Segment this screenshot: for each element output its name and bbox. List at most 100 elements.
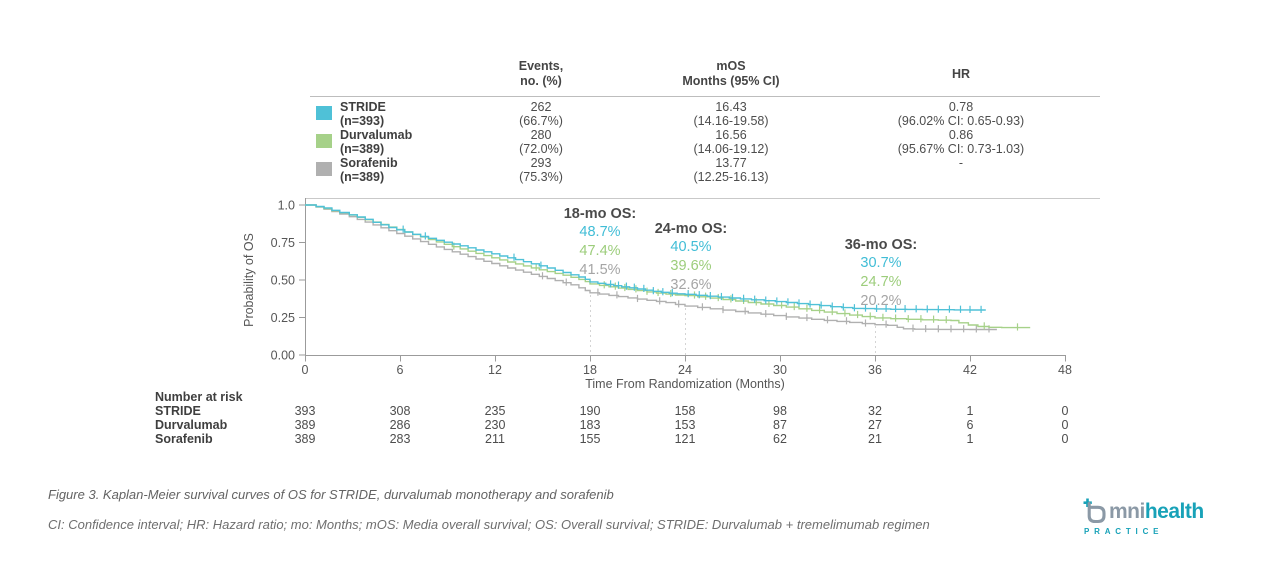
at-risk-row-label: Sorafenib bbox=[155, 432, 213, 446]
x-tick-label: 24 bbox=[678, 363, 692, 377]
landmark-36mo: 36-mo OS: 30.7% 24.7% 20.2% bbox=[845, 236, 918, 311]
summary-row-name: STRIDE (n=393) bbox=[310, 100, 442, 128]
landmark-18mo: 18-mo OS: 48.7% 47.4% 41.5% bbox=[564, 205, 637, 280]
landmark-value-durvalumab: 47.4% bbox=[579, 243, 621, 259]
mos-column-header: mOS Months (95% CI) bbox=[682, 59, 780, 88]
x-axis-label: Time From Randomization (Months) bbox=[585, 377, 785, 391]
events-pct: (75.3%) bbox=[519, 170, 563, 184]
at-risk-count: 389 bbox=[294, 418, 316, 432]
hr-value: 0.86 bbox=[948, 128, 974, 142]
hr-value: 0.78 bbox=[948, 100, 974, 114]
summary-row-hr: 0.78 (96.02% CI: 0.65-0.93) bbox=[822, 100, 1100, 128]
landmark-value-durvalumab: 39.6% bbox=[670, 258, 712, 274]
at-risk-count: 389 bbox=[294, 432, 316, 446]
number-at-risk-title: Number at risk bbox=[155, 390, 243, 404]
landmark-value-durvalumab: 24.7% bbox=[860, 274, 902, 290]
at-risk-count: 155 bbox=[579, 432, 601, 446]
summary-row-hr: - bbox=[822, 156, 1100, 184]
at-risk-count: 283 bbox=[389, 432, 411, 446]
x-tick-label: 42 bbox=[963, 363, 977, 377]
at-risk-row-label: Durvalumab bbox=[155, 418, 228, 432]
events-pct: (72.0%) bbox=[519, 142, 563, 156]
series-n: (n=389) bbox=[340, 170, 385, 184]
hr-ci: (96.02% CI: 0.65-0.93) bbox=[897, 114, 1025, 128]
x-tick-label: 0 bbox=[302, 363, 309, 377]
at-risk-count: 230 bbox=[484, 418, 506, 432]
at-risk-count: 235 bbox=[484, 404, 506, 418]
landmark-label: 18-mo OS: bbox=[563, 206, 637, 222]
figure-caption: Figure 3. Kaplan-Meier survival curves o… bbox=[48, 487, 614, 502]
mos-ci: (14.06-19.12) bbox=[693, 142, 769, 156]
y-tick-label: 0.50 bbox=[271, 274, 295, 288]
summary-row-mos: 16.56 (14.06-19.12) bbox=[640, 128, 822, 156]
summary-row-name: Sorafenib (n=389) bbox=[310, 156, 442, 184]
hr-column-header: HR bbox=[951, 66, 971, 81]
x-tick-label: 12 bbox=[488, 363, 502, 377]
omnihealth-logo-row: mni health bbox=[1081, 497, 1219, 525]
summary-table-headers: Events, no. (%) mOS Months (95% CI) HR bbox=[310, 59, 1100, 89]
series-n: (n=393) bbox=[340, 114, 385, 128]
landmark-label: 24-mo OS: bbox=[654, 221, 728, 237]
legend-line-stride bbox=[316, 106, 332, 120]
at-risk-count: 286 bbox=[389, 418, 411, 432]
events-column-header: Events, no. (%) bbox=[518, 59, 564, 88]
at-risk-count: 121 bbox=[674, 432, 696, 446]
km-curve-stride bbox=[305, 204, 986, 311]
at-risk-count: 0 bbox=[1061, 418, 1069, 432]
summary-row-events: 262 (66.7%) bbox=[442, 100, 640, 128]
events-pct: (66.7%) bbox=[519, 114, 563, 128]
mos-ci: (12.25-16.13) bbox=[693, 170, 769, 184]
events-count: 262 bbox=[530, 100, 552, 114]
x-tick-label: 18 bbox=[583, 363, 597, 377]
y-tick-label: 0.75 bbox=[271, 236, 295, 250]
at-risk-row-label: STRIDE bbox=[155, 404, 201, 418]
events-count: 293 bbox=[530, 156, 552, 170]
censor-marks-sorafenib bbox=[541, 272, 990, 333]
landmark-value-sorafenib: 32.6% bbox=[670, 277, 712, 293]
at-risk-count: 87 bbox=[773, 418, 787, 432]
omnihealth-logo-glyph-icon bbox=[1083, 498, 1106, 524]
km-curve-sorafenib bbox=[305, 204, 997, 331]
at-risk-count: 0 bbox=[1061, 404, 1069, 418]
series-n: (n=389) bbox=[340, 142, 385, 156]
logo-text-suffix: health bbox=[1144, 500, 1204, 523]
series-name: Sorafenib bbox=[340, 156, 398, 170]
hr-ci: (95.67% CI: 0.73-1.03) bbox=[897, 142, 1025, 156]
table-header-rule bbox=[310, 96, 1100, 97]
x-tick-label: 30 bbox=[773, 363, 787, 377]
landmark-value-stride: 48.7% bbox=[579, 224, 621, 240]
at-risk-count: 21 bbox=[868, 432, 882, 446]
y-tick-label: 0.25 bbox=[271, 311, 295, 325]
series-name: STRIDE bbox=[340, 100, 386, 114]
summary-table: STRIDE (n=393) 262 (66.7%) 16.43 (14.16-19.58… bbox=[310, 100, 1100, 184]
logo-text-prefix: mni bbox=[1109, 500, 1145, 523]
hr-value: - bbox=[958, 156, 964, 170]
summary-row-events: 293 (75.3%) bbox=[442, 156, 640, 184]
landmark-value-stride: 30.7% bbox=[860, 255, 902, 271]
summary-row-events: 280 (72.0%) bbox=[442, 128, 640, 156]
at-risk-count: 183 bbox=[579, 418, 601, 432]
at-risk-count: 153 bbox=[674, 418, 696, 432]
logo-subtext: PRACTICE bbox=[1084, 527, 1164, 536]
at-risk-count: 27 bbox=[868, 418, 882, 432]
abbreviations-footnote: CI: Confidence interval; HR: Hazard rati… bbox=[48, 517, 930, 532]
series-name: Durvalumab bbox=[340, 128, 413, 142]
summary-row-mos: 13.77 (12.25-16.13) bbox=[640, 156, 822, 184]
table-bottom-rule bbox=[305, 198, 1100, 199]
omnihealth-logo: mni health PRACTICE bbox=[1081, 497, 1219, 536]
landmark-value-sorafenib: 20.2% bbox=[860, 293, 902, 309]
landmark-24mo: 24-mo OS: 40.5% 39.6% 32.6% bbox=[655, 220, 728, 295]
censor-marks-stride bbox=[402, 225, 982, 313]
at-risk-count: 1 bbox=[966, 432, 974, 446]
mos-ci: (14.16-19.58) bbox=[693, 114, 769, 128]
at-risk-count: 62 bbox=[773, 432, 787, 446]
mos-value: 13.77 bbox=[715, 156, 747, 170]
events-count: 280 bbox=[530, 128, 552, 142]
at-risk-count: 98 bbox=[773, 404, 787, 418]
landmark-value-stride: 40.5% bbox=[670, 239, 712, 255]
at-risk-count: 1 bbox=[966, 404, 974, 418]
at-risk-count: 6 bbox=[966, 418, 974, 432]
at-risk-count: 190 bbox=[579, 404, 601, 418]
